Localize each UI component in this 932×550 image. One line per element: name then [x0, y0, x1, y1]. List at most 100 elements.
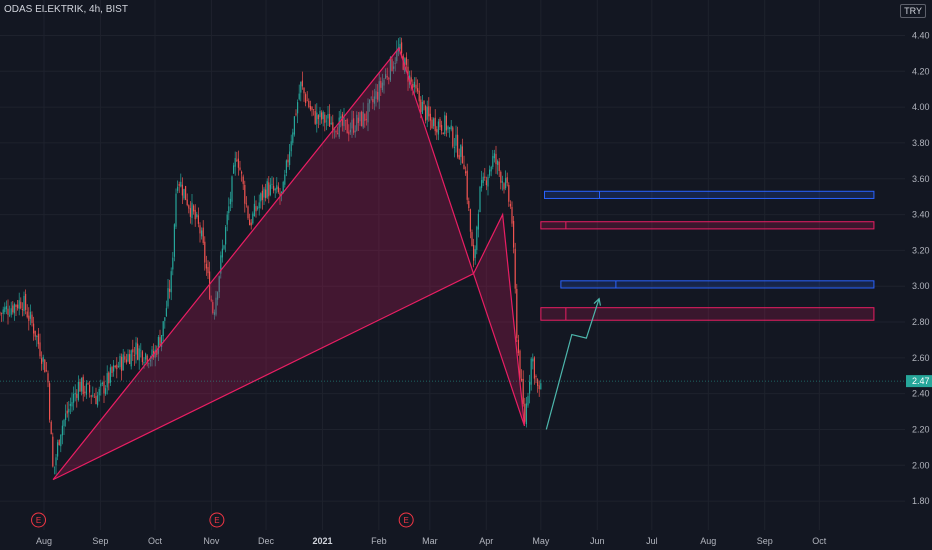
candle-body [468, 200, 470, 209]
candle-body [484, 176, 486, 178]
candle-body [0, 312, 1, 314]
candle-body [485, 180, 487, 186]
candle-body [119, 355, 121, 368]
target-zone-2[interactable] [560, 280, 875, 289]
candle-body [263, 188, 265, 198]
y-tick-label: 2.80 [912, 317, 930, 327]
candle-body [516, 289, 518, 339]
candle-body [249, 219, 251, 226]
candle-body [461, 146, 463, 164]
x-tick-label: Feb [371, 536, 387, 546]
earnings-marker[interactable]: E [209, 512, 225, 528]
resistance-zone-1[interactable] [540, 221, 875, 230]
x-tick-label: Mar [422, 536, 438, 546]
candle-body [489, 169, 491, 176]
candle-body [268, 182, 270, 197]
candle-body [60, 434, 62, 447]
x-tick-label: May [532, 536, 550, 546]
candle-body [215, 297, 217, 315]
candle-body [57, 442, 59, 457]
candle-body [500, 171, 502, 183]
candle-body [161, 335, 163, 347]
candle-body [532, 358, 534, 362]
pattern-xab-triangle[interactable] [52, 46, 475, 481]
candle-body [92, 395, 94, 397]
candle-body [141, 351, 143, 363]
candle-body [465, 171, 467, 174]
candle-body [359, 112, 361, 122]
candle-body [7, 308, 9, 315]
candle-body [353, 118, 355, 133]
candle-body [105, 388, 107, 395]
pattern-bcd-triangle[interactable] [472, 212, 526, 427]
earnings-circle [31, 512, 47, 528]
candle-body [242, 176, 244, 184]
candle-body [458, 155, 460, 159]
candle-body [114, 365, 116, 368]
candle-body [226, 214, 228, 225]
candle-body [82, 376, 84, 395]
candle-body [477, 213, 479, 230]
candle-body [207, 266, 209, 274]
candle-body [300, 81, 302, 93]
candle-body [52, 436, 54, 467]
earnings-marker[interactable]: E [398, 512, 414, 528]
y-tick-label: 4.40 [912, 30, 930, 40]
candle-body [381, 82, 383, 90]
candle-body [397, 47, 399, 52]
candle-body [282, 181, 284, 194]
candle-body [233, 165, 235, 174]
candle-body [41, 358, 43, 364]
candle-body [137, 343, 139, 360]
candle-body [4, 307, 6, 312]
candle-body [197, 215, 199, 224]
candle-body [351, 119, 353, 129]
candle-body [498, 161, 500, 171]
candle-body [525, 403, 527, 425]
candle-body [236, 159, 238, 161]
candle-body [189, 208, 191, 217]
candle-body [284, 174, 286, 185]
candle-body [103, 381, 105, 394]
currency-badge[interactable]: TRY [900, 4, 926, 18]
candle-body [69, 403, 71, 406]
earnings-circle [398, 512, 414, 528]
candle-body [412, 83, 414, 88]
candle-body [418, 90, 420, 102]
candle-body [301, 80, 303, 87]
earnings-label: E [214, 516, 219, 525]
candle-body [247, 206, 249, 219]
candle-body [345, 120, 347, 121]
y-tick-label: 4.00 [912, 102, 930, 112]
candle-body [239, 167, 241, 170]
candle-body [415, 84, 417, 89]
candle-body [399, 43, 401, 49]
candle-body [298, 93, 300, 100]
last-price-badge-bg [906, 375, 932, 388]
candle-body [65, 413, 67, 421]
candle-body [508, 185, 510, 202]
candle-body [431, 119, 433, 129]
earnings-marker[interactable]: E [31, 512, 47, 528]
candle-body [130, 350, 132, 367]
candle-body [479, 186, 481, 213]
candle-body [292, 132, 294, 143]
candle-body [68, 408, 70, 413]
target-zone-0[interactable] [544, 190, 875, 199]
candle-body [423, 100, 425, 105]
candle-body [98, 388, 100, 396]
candle-body [317, 115, 319, 120]
candle-body [53, 466, 55, 468]
candle-body [330, 122, 332, 125]
candle-body [361, 111, 363, 126]
candle-body [127, 354, 129, 362]
candle-body [101, 382, 103, 385]
candle-body [517, 339, 519, 353]
resistance-zone-3[interactable] [540, 307, 875, 321]
projection-path[interactable] [545, 298, 600, 430]
candle-body [391, 59, 393, 71]
candle-body [244, 184, 246, 204]
candle-body [441, 125, 443, 131]
